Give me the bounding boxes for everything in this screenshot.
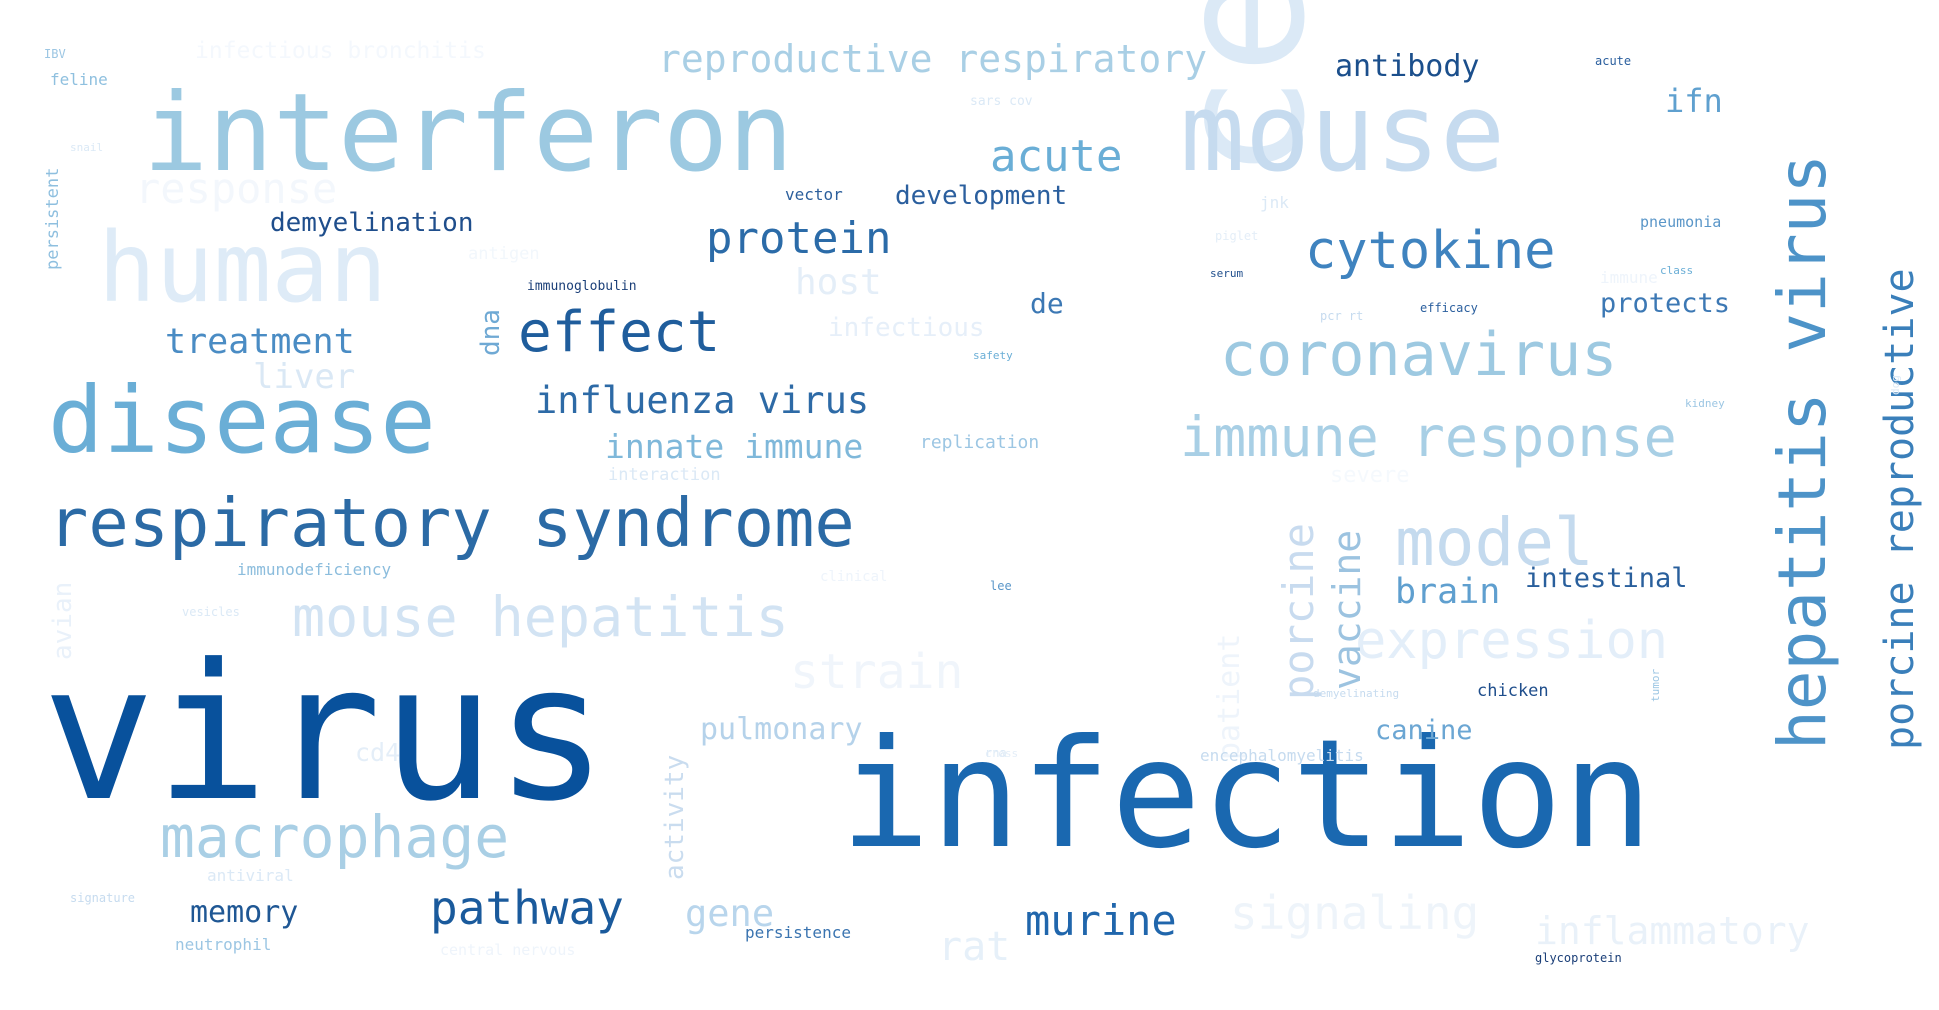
word-signature: signature [70, 891, 136, 905]
word-activity: activity [660, 754, 690, 880]
word-glycoprotein: glycoprotein [1535, 951, 1622, 965]
word-central-nervous: central nervous [440, 941, 576, 959]
word-cd4: cd4 [355, 738, 401, 767]
word-snail: snail [70, 141, 104, 154]
word-cytokine: cytokine [1305, 221, 1556, 281]
word-jnk: jnk [1260, 193, 1289, 212]
word-disease: disease [48, 367, 436, 474]
word-innate-immune: innate immune [605, 427, 864, 466]
word-piglet: piglet [1215, 229, 1259, 243]
word-acute: acute [990, 131, 1123, 182]
word-antibody: antibody [1335, 49, 1480, 84]
word-kidney: kidney [1685, 397, 1725, 410]
word-avian: avian [48, 581, 78, 660]
word-dna: dna [476, 309, 506, 356]
word-ifn: ifn [1665, 82, 1723, 120]
word-signaling: signaling [1230, 886, 1480, 940]
word-serum: serum [1210, 267, 1244, 280]
word-immune-response: immune response [1180, 405, 1677, 469]
word-protects: protects [1600, 288, 1731, 319]
word-gene: gene [685, 892, 775, 935]
word-vesicles: vesicles [182, 605, 240, 619]
word-virus: virus [42, 624, 608, 843]
word-replication: replication [920, 432, 1040, 453]
word-influenza-virus: influenza virus [535, 379, 870, 422]
word-safety: safety [973, 349, 1013, 362]
word-vaccine: vaccine [1325, 529, 1369, 690]
word-memory: memory [190, 895, 299, 930]
word-coronavirus: coronavirus [1220, 320, 1618, 390]
word-severe: severe [1330, 463, 1410, 488]
word-respiratory-syndrome: respiratory syndrome [48, 484, 855, 562]
word-hepatitis-virus: hepatitis virus [1764, 153, 1841, 750]
word-lee: lee [990, 579, 1012, 593]
word-pcr-rt: pcr rt [1320, 309, 1364, 323]
word-pneumonia: pneumonia [1640, 213, 1722, 231]
word-vector: vector [785, 185, 843, 204]
word-model: model [1395, 504, 1594, 581]
word-effect: effect [518, 300, 721, 365]
word-inflammatory: inflammatory [1535, 909, 1810, 953]
word-expression: expression [1355, 611, 1669, 671]
word-feline: feline [50, 70, 108, 89]
word-human: human [98, 212, 387, 324]
word-ibv: IBV [44, 47, 66, 61]
word-liver: liver [253, 357, 356, 397]
word-treatment: treatment [165, 322, 355, 362]
word-strain: strain [790, 644, 964, 700]
word-mouse: mouse [1180, 71, 1506, 196]
word-pathway: pathway [430, 881, 624, 935]
word-porcine-reproductive: porcine reproductive [1877, 268, 1923, 750]
word-host: host [795, 262, 882, 303]
word-protein: protein [706, 213, 892, 264]
word-brain: brain [1395, 572, 1501, 612]
word-de: de [1030, 287, 1064, 320]
word-mouse-hepatitis: mouse hepatitis [292, 585, 789, 649]
word-antiviral: antiviral [207, 866, 294, 885]
word-class: class [1660, 264, 1694, 277]
word-sars-cov: sars cov [970, 94, 1033, 109]
word-development: development [895, 181, 1068, 211]
word-cross: cross [985, 747, 1019, 760]
word-demyelination: demyelination [270, 208, 474, 238]
word-chicken: chicken [1477, 681, 1549, 701]
word-infectious-bronchitis: infectious bronchitis [195, 38, 486, 64]
word-encephalomyelitis: encephalomyelitis [1200, 746, 1364, 765]
word-intestinal: intestinal [1525, 563, 1688, 594]
word-tumor: tumor [1649, 668, 1662, 702]
word-canine: canine [1375, 715, 1473, 746]
word-antigen: antigen [468, 244, 540, 264]
word-clinical: clinical [820, 569, 888, 585]
word-demyelinating: demyelinating [1313, 687, 1400, 700]
word-infection: infection [840, 708, 1653, 882]
word-rat: rat [938, 924, 1011, 970]
word-rna: rna [985, 746, 1007, 760]
word-pulmonary: pulmonary [700, 712, 863, 747]
word-reproductive-respiratory: reproductive respiratory [658, 37, 1208, 81]
word-patient: patient [1212, 633, 1247, 760]
word-immunoglobulin: immunoglobulin [527, 279, 637, 294]
word-immune: immune [1600, 268, 1658, 287]
word-response: response [135, 164, 338, 213]
word-persistence: persistence [745, 923, 851, 942]
word-dog: dog [1889, 375, 1902, 395]
word-macrophage: macrophage [160, 803, 510, 871]
word-interferon: interferon [143, 71, 794, 196]
word-neutrophil: neutrophil [175, 935, 272, 954]
word-porcine: porcine [1274, 522, 1323, 700]
word-acute: acute [1595, 54, 1632, 68]
word-murine: murine [1025, 896, 1177, 945]
word-interaction: interaction [608, 465, 721, 485]
word-immunodeficiency: immunodeficiency [237, 560, 392, 579]
word-infectious: infectious [828, 313, 985, 343]
word-efficacy: efficacy [1420, 301, 1478, 315]
word-persistent: persistent [43, 167, 63, 270]
